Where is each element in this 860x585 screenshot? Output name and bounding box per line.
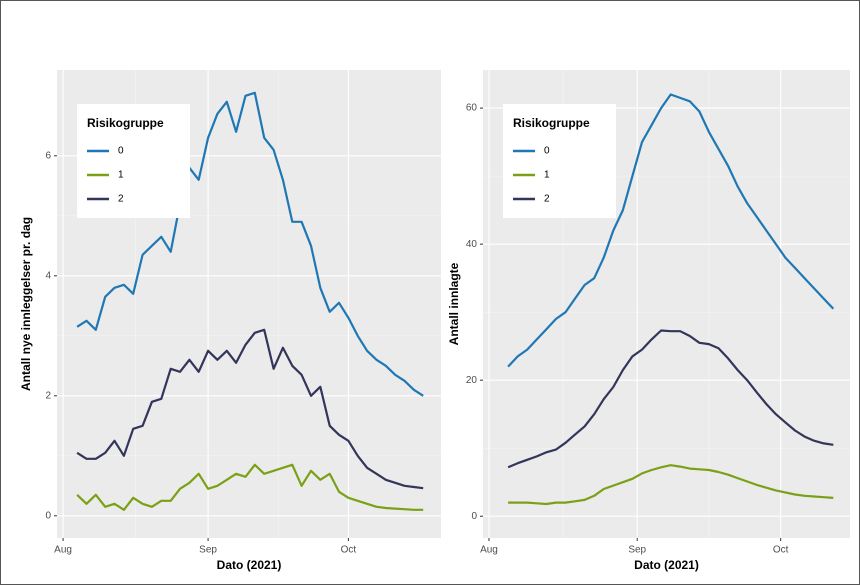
y-tick-label: 2 (45, 390, 51, 401)
line (508, 464, 834, 506)
x-tick-label: Sep (628, 545, 646, 556)
y-axis-label: Antall innlagte (447, 262, 461, 345)
y-tick-label: 6 (45, 150, 51, 161)
line (76, 91, 424, 397)
x-tick-label: Sep (199, 545, 217, 556)
y-tick-label: 4 (45, 270, 51, 281)
y-axis-label: Antall nye innleggelser pr. dag (19, 217, 33, 391)
y-tick-label: 0 (45, 510, 51, 521)
legend-label: 2 (544, 194, 550, 205)
legend-title: Risikogruppe (513, 116, 590, 130)
line (507, 93, 835, 368)
legend-label: 1 (118, 170, 124, 181)
line (76, 328, 424, 490)
x-tick-label: Oct (773, 545, 789, 556)
y-tick-label: 0 (471, 511, 477, 522)
legend-label: 2 (118, 194, 124, 205)
line (507, 329, 834, 469)
y-tick-label: 20 (466, 375, 478, 386)
x-tick-label: Oct (341, 545, 357, 556)
legend-label: 0 (544, 146, 550, 157)
x-tick-label: Aug (480, 545, 498, 556)
line (76, 463, 424, 511)
legend-label: 0 (118, 146, 124, 157)
x-axis-label: Dato (2021) (217, 558, 282, 572)
y-tick-label: 60 (466, 103, 478, 114)
x-tick-label: Aug (54, 545, 72, 556)
y-tick-label: 40 (466, 239, 478, 250)
legend-label: 1 (544, 170, 550, 181)
x-axis-label: Dato (2021) (634, 558, 699, 572)
legend-title: Risikogruppe (87, 116, 164, 130)
